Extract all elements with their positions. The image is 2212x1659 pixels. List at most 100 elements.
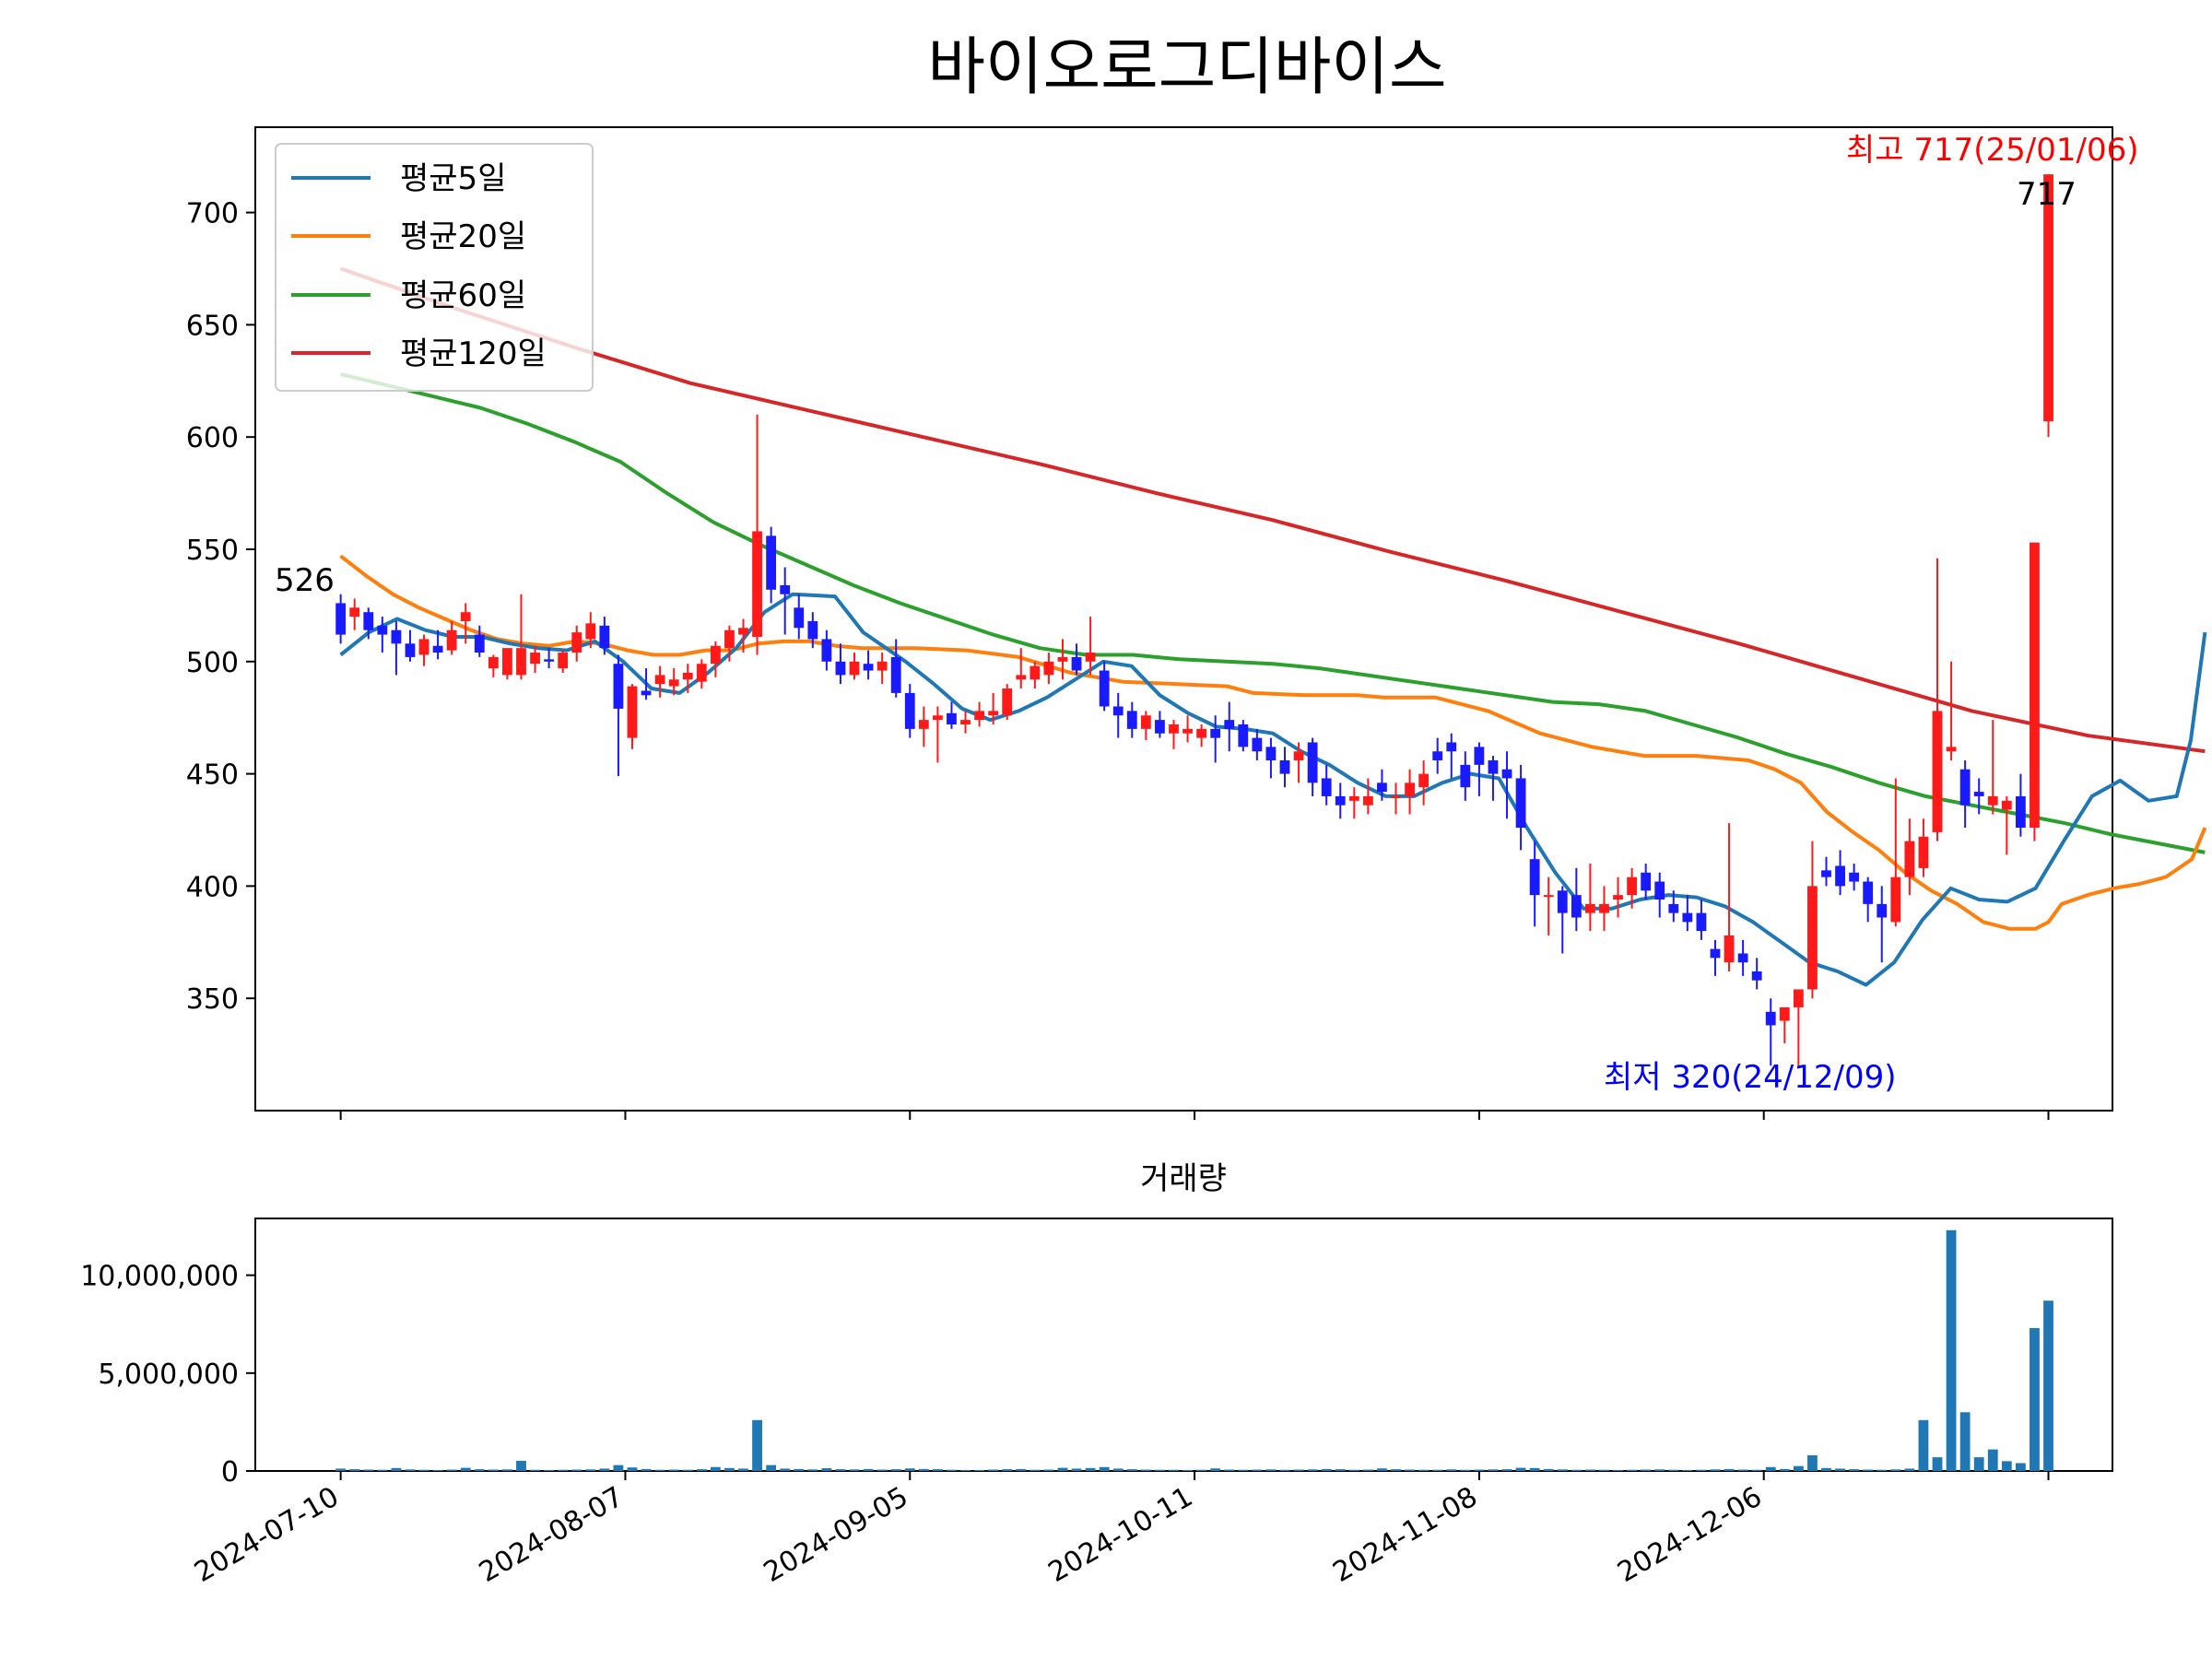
candle-body	[654, 675, 665, 685]
candle-body	[1140, 715, 1151, 729]
volume-y-axis: 0 5,000,000 10,000,000	[80, 1261, 255, 1488]
candle-body	[821, 639, 832, 662]
candle-body	[738, 628, 748, 635]
candle-body	[335, 603, 347, 635]
candle-body	[377, 625, 388, 635]
candle-body	[1696, 912, 1707, 932]
volume-bar	[1182, 1469, 1193, 1471]
candle-body	[446, 629, 457, 651]
candle-body	[1460, 764, 1471, 788]
volume-bar	[668, 1469, 679, 1471]
volume-bar	[1877, 1469, 1888, 1471]
candle-body	[405, 643, 416, 657]
candle-body	[1835, 865, 1845, 887]
volume-bar	[432, 1469, 443, 1471]
candle-body	[1182, 728, 1193, 734]
candle-body	[947, 712, 957, 724]
candle-body	[780, 584, 791, 594]
volume-bar-series	[335, 1230, 2053, 1471]
candle-body	[2043, 174, 2053, 422]
low-price-annotation: 최저 320(24/12/09)	[1604, 1059, 1897, 1096]
candle-body	[1405, 782, 1415, 796]
candle-body	[835, 661, 846, 676]
candle-body	[571, 632, 582, 653]
volume-y-tick-label: 10,000,000	[80, 1261, 239, 1293]
candle-body	[877, 661, 888, 671]
volume-bar	[1585, 1469, 1595, 1471]
volume-bar	[835, 1469, 846, 1471]
x-tick-label: 2024-12-06	[1612, 1481, 1767, 1589]
volume-bar	[1155, 1469, 1165, 1471]
volume-bar	[1432, 1469, 1443, 1471]
price-panel: 350 400 450 500 550 600 650 700 526 717 최고 717(…	[186, 126, 2207, 1120]
candle-body	[1904, 841, 1915, 877]
x-tick-label: 2024-11-08	[1327, 1481, 1482, 1589]
volume-bar	[877, 1469, 888, 1471]
volume-bar	[1571, 1469, 1582, 1471]
candle-body	[432, 645, 443, 653]
candle-body	[1543, 895, 1554, 898]
candle-body	[585, 623, 596, 640]
candle-body	[1529, 859, 1540, 896]
candle-body	[474, 634, 485, 653]
candle-body	[1099, 670, 1110, 707]
volume-bar	[710, 1466, 721, 1471]
volume-bar	[1405, 1469, 1415, 1471]
ma-line-ma5	[339, 592, 2207, 987]
price-y-tick-label: 600	[186, 422, 239, 454]
volume-bar	[1057, 1467, 1068, 1471]
candle-body	[641, 690, 652, 696]
candle-body	[682, 672, 693, 680]
volume-bar	[391, 1467, 402, 1471]
candle-body	[904, 692, 915, 729]
candle-body	[1751, 971, 1762, 981]
candle-body	[1890, 877, 1901, 923]
ma-line-ma60	[340, 372, 2206, 854]
candle-body	[1821, 870, 1831, 877]
candle-body	[1043, 661, 1054, 676]
candle-body	[1641, 872, 1652, 891]
candle-body	[724, 629, 735, 649]
volume-bar	[1169, 1469, 1179, 1471]
volume-bar	[1071, 1468, 1082, 1471]
candle-body	[502, 648, 512, 676]
volume-bar	[1418, 1469, 1430, 1471]
candle-body	[391, 629, 402, 644]
candle-body	[1668, 903, 1679, 913]
candle-body	[1030, 665, 1041, 680]
volume-bar	[738, 1468, 748, 1471]
candle-body	[1793, 989, 1804, 1007]
price-y-tick-label: 650	[186, 310, 239, 342]
candle-body	[1432, 751, 1443, 760]
volume-bar	[1265, 1469, 1277, 1471]
volume-bar	[696, 1469, 707, 1471]
volume-bar	[1973, 1457, 1984, 1471]
candle-body	[1252, 737, 1263, 752]
volume-bar	[1599, 1469, 1609, 1471]
volume-bar	[2015, 1463, 2026, 1471]
x-tick-label: 2024-08-07	[474, 1481, 629, 1589]
candle-body	[418, 639, 429, 655]
price-y-tick-label: 400	[186, 871, 239, 903]
price-y-axis: 350 400 450 500 550 600 650 700	[186, 198, 255, 1016]
candle-body	[1710, 948, 1721, 959]
volume-bar	[474, 1469, 485, 1471]
volume-bar	[654, 1469, 665, 1471]
candle-body	[1737, 953, 1748, 963]
volume-bar	[2001, 1461, 2012, 1471]
volume-bar	[1238, 1469, 1249, 1471]
volume-bar	[1515, 1467, 1526, 1471]
high-price-annotation: 최고 717(25/01/06)	[1846, 132, 2139, 169]
candle-body	[932, 715, 943, 721]
volume-bar	[446, 1469, 457, 1471]
volume-bar	[1085, 1467, 1096, 1471]
volume-bar	[1682, 1469, 1693, 1471]
candle-body	[1196, 728, 1207, 738]
volume-bar	[1016, 1468, 1027, 1471]
volume-bar	[1543, 1468, 1554, 1471]
volume-bar	[2043, 1300, 2053, 1471]
volume-bar	[724, 1467, 735, 1471]
candle-body	[1627, 877, 1638, 896]
candle-body	[1932, 711, 1943, 832]
